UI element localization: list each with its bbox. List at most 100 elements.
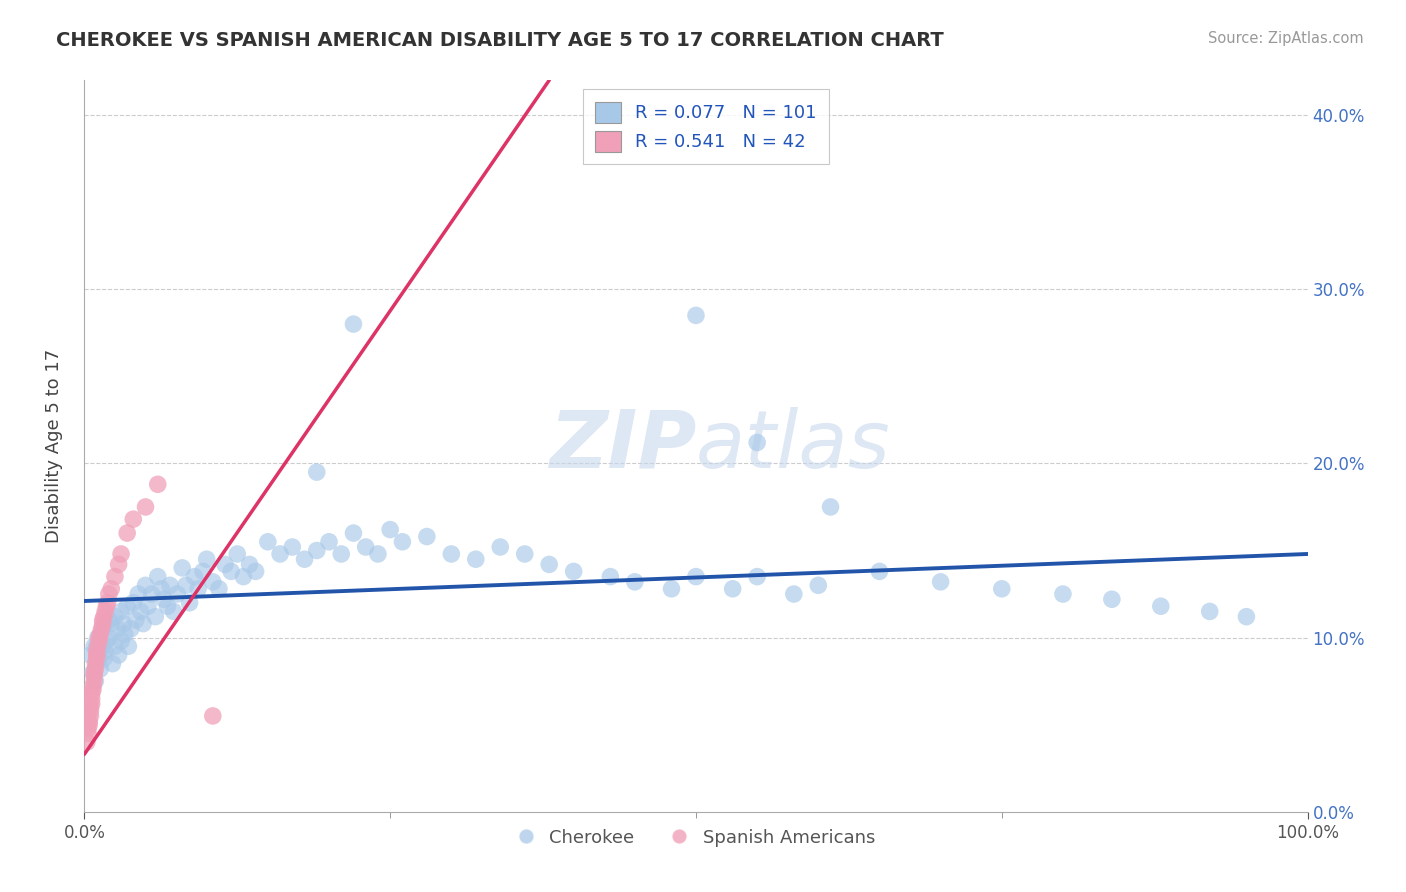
- Point: [107, 558, 129, 572]
- Point: [93, 609, 115, 624]
- Point: [87, 634, 110, 648]
- Point: [97, 596, 120, 610]
- Point: [83, 674, 105, 689]
- Point: [513, 547, 536, 561]
- Point: [91, 622, 114, 636]
- Point: [77, 717, 100, 731]
- Point: [464, 552, 486, 566]
- Point: [391, 534, 413, 549]
- Point: [174, 578, 197, 592]
- Point: [257, 534, 280, 549]
- Point: [125, 613, 148, 627]
- Point: [747, 569, 769, 583]
- Point: [156, 599, 179, 614]
- Point: [201, 574, 224, 589]
- Point: [245, 565, 267, 579]
- Point: [187, 582, 209, 596]
- Point: [136, 599, 159, 614]
- Point: [318, 534, 340, 549]
- Point: [1052, 587, 1074, 601]
- Point: [538, 558, 561, 572]
- Point: [115, 599, 138, 614]
- Point: [129, 604, 152, 618]
- Point: [79, 709, 101, 723]
- Point: [624, 574, 647, 589]
- Point: [122, 512, 145, 526]
- Point: [1236, 609, 1258, 624]
- Point: [104, 640, 127, 654]
- Point: [166, 587, 188, 601]
- Point: [82, 665, 104, 680]
- Point: [1101, 592, 1123, 607]
- Point: [380, 523, 402, 537]
- Point: [219, 565, 242, 579]
- Point: [77, 714, 100, 728]
- Point: [179, 596, 201, 610]
- Point: [150, 582, 173, 596]
- Point: [562, 565, 585, 579]
- Point: [76, 735, 98, 749]
- Point: [721, 582, 744, 596]
- Point: [83, 640, 105, 654]
- Point: [91, 640, 114, 654]
- Point: [104, 609, 127, 624]
- Point: [172, 561, 194, 575]
- Point: [104, 569, 127, 583]
- Point: [440, 547, 463, 561]
- Point: [97, 631, 120, 645]
- Point: [80, 686, 103, 700]
- Point: [132, 616, 155, 631]
- Point: [135, 578, 157, 592]
- Point: [1150, 599, 1173, 614]
- Point: [330, 547, 353, 561]
- Point: [86, 648, 108, 662]
- Point: [105, 622, 128, 636]
- Point: [91, 616, 114, 631]
- Point: [84, 662, 107, 676]
- Point: [294, 552, 316, 566]
- Point: [226, 547, 249, 561]
- Point: [991, 582, 1014, 596]
- Point: [195, 552, 218, 566]
- Point: [94, 644, 117, 658]
- Point: [416, 530, 439, 544]
- Point: [87, 631, 110, 645]
- Point: [869, 565, 891, 579]
- Point: [89, 627, 111, 641]
- Point: [86, 657, 108, 671]
- Point: [114, 627, 136, 641]
- Point: [685, 309, 707, 323]
- Point: [82, 679, 104, 693]
- Point: [183, 569, 205, 583]
- Point: [87, 651, 110, 665]
- Point: [90, 622, 112, 636]
- Point: [342, 526, 364, 541]
- Point: [153, 592, 176, 607]
- Point: [354, 540, 377, 554]
- Point: [208, 582, 231, 596]
- Point: [94, 604, 117, 618]
- Point: [79, 648, 101, 662]
- Y-axis label: Disability Age 5 to 17: Disability Age 5 to 17: [45, 349, 63, 543]
- Point: [110, 604, 132, 618]
- Point: [87, 640, 110, 654]
- Legend: Cherokee, Spanish Americans: Cherokee, Spanish Americans: [509, 822, 883, 854]
- Point: [80, 691, 103, 706]
- Point: [117, 640, 139, 654]
- Point: [110, 547, 132, 561]
- Point: [1198, 604, 1220, 618]
- Point: [269, 547, 291, 561]
- Point: [112, 616, 135, 631]
- Point: [107, 648, 129, 662]
- Point: [77, 721, 100, 735]
- Point: [122, 596, 145, 610]
- Point: [101, 657, 124, 671]
- Point: [281, 540, 304, 554]
- Point: [367, 547, 389, 561]
- Point: [83, 665, 105, 680]
- Point: [82, 682, 104, 697]
- Point: [93, 651, 115, 665]
- Text: Source: ZipAtlas.com: Source: ZipAtlas.com: [1208, 31, 1364, 46]
- Point: [100, 616, 122, 631]
- Point: [747, 435, 769, 450]
